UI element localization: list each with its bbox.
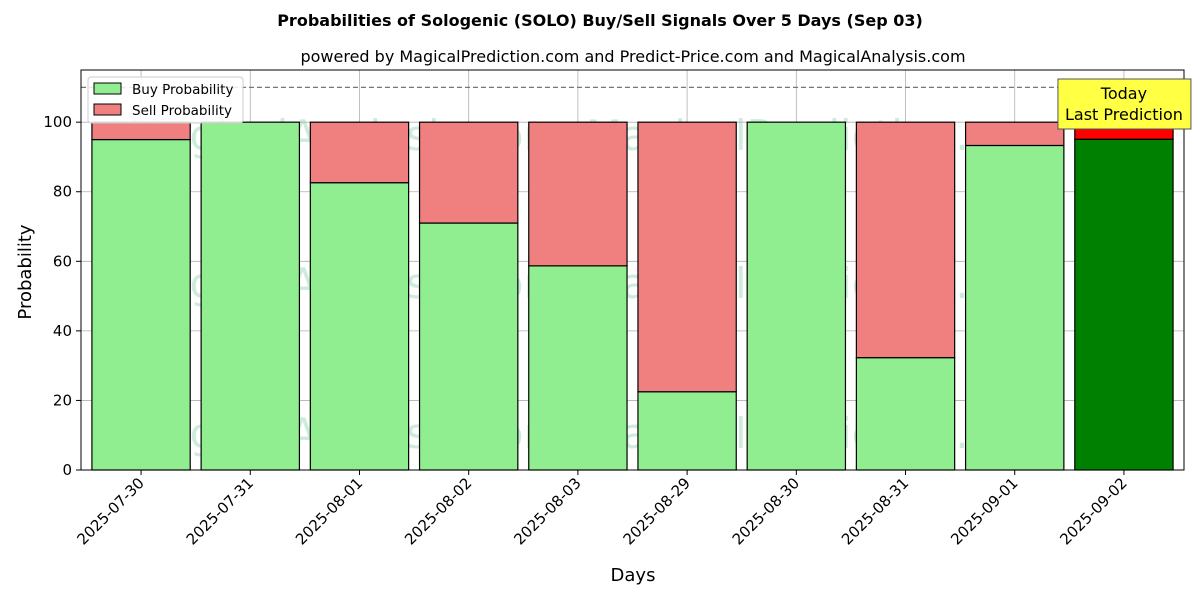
x-tick-label: 2025-09-01 bbox=[947, 474, 1021, 548]
y-tick-label: 60 bbox=[53, 252, 72, 270]
x-axis-label: Days bbox=[611, 565, 656, 586]
y-tick-label: 20 bbox=[53, 391, 72, 409]
y-tick-label: 100 bbox=[43, 113, 72, 131]
buy-bar bbox=[309, 182, 410, 471]
sell-bar bbox=[91, 121, 191, 141]
legend-swatch-buy bbox=[93, 82, 122, 95]
x-tick-label: 2025-08-31 bbox=[838, 474, 912, 548]
y-axis-label: Probability bbox=[15, 224, 36, 319]
sell-bar bbox=[637, 121, 737, 393]
buy-bar bbox=[1074, 138, 1174, 471]
x-tick-label: 2025-09-02 bbox=[1056, 474, 1130, 548]
x-tick-label: 2025-07-30 bbox=[74, 474, 148, 548]
today-annotation-line2: Last Prediction bbox=[1065, 105, 1183, 124]
legend-label-sell: Sell Probability bbox=[132, 103, 232, 119]
y-tick-label: 80 bbox=[53, 183, 72, 201]
buy-bar bbox=[528, 265, 628, 471]
buy-bar bbox=[964, 144, 1065, 471]
buy-bar bbox=[746, 121, 847, 471]
y-tick-label: 40 bbox=[53, 322, 72, 340]
chart-subtitle: powered by MagicalPrediction.com and Pre… bbox=[300, 47, 965, 66]
sell-bar bbox=[855, 121, 956, 359]
chart-title: Probabilities of Sologenic (SOLO) Buy/Se… bbox=[277, 11, 923, 30]
x-tick-label: 2025-08-03 bbox=[510, 474, 584, 548]
axes-frame bbox=[80, 69, 1185, 471]
x-tick-label: 2025-07-31 bbox=[183, 474, 257, 548]
x-tick-label: 2025-08-01 bbox=[292, 474, 366, 548]
buy-bar bbox=[637, 391, 737, 471]
x-tick-label: 2025-08-30 bbox=[729, 474, 803, 548]
sell-bar bbox=[964, 121, 1065, 147]
sell-bar bbox=[309, 121, 410, 184]
legend-swatch-sell bbox=[93, 103, 122, 116]
sell-bar bbox=[528, 121, 628, 267]
x-tick-label: 2025-08-29 bbox=[620, 474, 694, 548]
legend-box bbox=[87, 76, 244, 124]
legend-label-buy: Buy Probability bbox=[132, 82, 233, 98]
y-tick-label: 0 bbox=[62, 461, 72, 479]
plot-area: MagicalAnalysis.comMagicalPrediction.com… bbox=[43, 69, 1192, 548]
buy-bar bbox=[418, 222, 519, 471]
today-annotation-box bbox=[1057, 78, 1192, 130]
buy-bar bbox=[91, 138, 191, 471]
today-annotation-line1: Today bbox=[1100, 84, 1147, 103]
buy-bar bbox=[855, 357, 956, 471]
sell-bar bbox=[418, 121, 519, 224]
buy-bar bbox=[200, 121, 301, 471]
x-tick-label: 2025-08-02 bbox=[401, 474, 475, 548]
